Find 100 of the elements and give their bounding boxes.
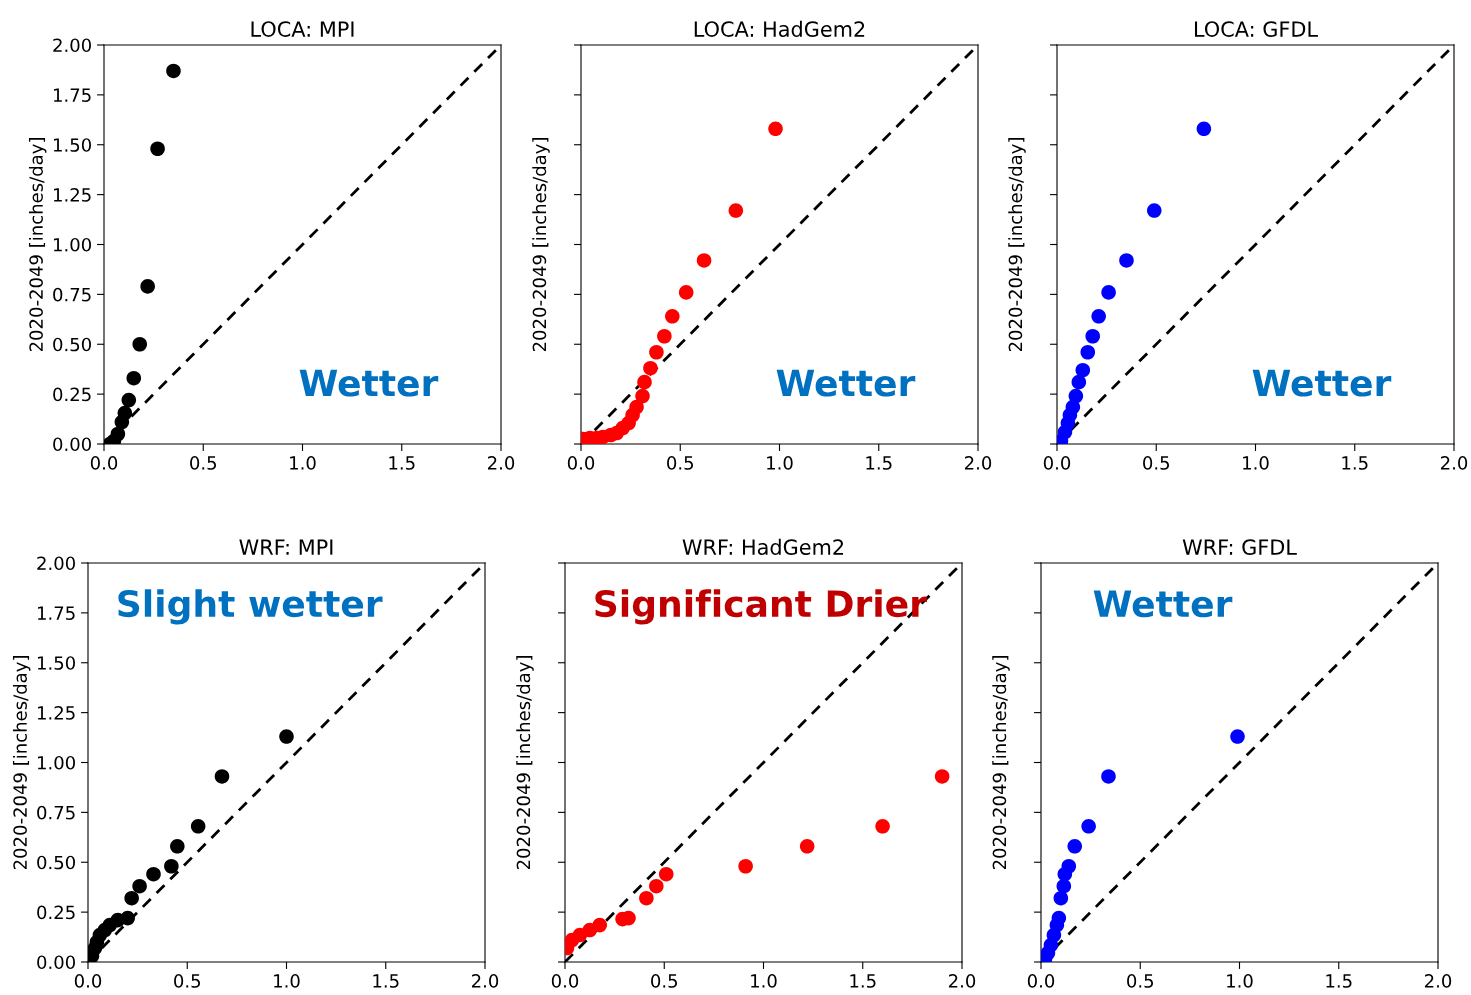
y-tick-label: 2.00 [53, 38, 91, 53]
point [1081, 819, 1096, 834]
point [657, 328, 672, 344]
y-tick-label: 0.25 [37, 905, 75, 920]
y-tick-label: 0.50 [53, 337, 91, 352]
chart-title: WRF: GFDL [1182, 539, 1297, 555]
y-tick-label: 0.50 [37, 855, 75, 870]
x-tick-label: 0.0 [551, 974, 579, 988]
annotation: Wetter [776, 369, 916, 397]
y-axis-title: 2020-2049 [inches/day] [1008, 138, 1026, 352]
x-tick-label: 0.5 [190, 456, 217, 470]
x-tick-label: 0.5 [174, 974, 201, 988]
y-tick-label: 1.00 [37, 755, 75, 770]
y-axis-title: 2020-2049 [inches/day] [28, 138, 47, 352]
point [124, 890, 139, 906]
x-tick-label: 1.5 [389, 456, 415, 470]
y-tick-label: 0.00 [37, 955, 75, 970]
point [1080, 344, 1096, 360]
chart-title: LOCA: HadGem2 [694, 20, 865, 37]
y-tick-label: 1.50 [53, 138, 91, 152]
annotation: Significant Drier [595, 589, 927, 625]
x-tick-label: 2.0 [948, 974, 976, 988]
y-tick-label: 0.75 [53, 287, 91, 302]
point [1067, 839, 1083, 854]
point [658, 866, 674, 882]
point [637, 374, 652, 390]
y-tick-label: 1.50 [37, 656, 75, 670]
point [696, 253, 712, 268]
x-tick-label: 0.0 [567, 456, 595, 470]
y-tick-label: 1.00 [53, 237, 91, 252]
point [114, 414, 130, 430]
point [1075, 362, 1091, 378]
x-tick-label: 0.5 [1127, 974, 1154, 988]
point [121, 392, 137, 408]
point [1101, 285, 1116, 300]
x-tick-label: 1.0 [1243, 456, 1269, 470]
x-tick-label: 1.5 [866, 456, 892, 470]
chart-title: WRF: HadGem2 [682, 538, 844, 555]
point [649, 878, 664, 894]
point [738, 858, 753, 874]
point [875, 819, 890, 834]
point [678, 285, 694, 300]
point [1196, 121, 1212, 137]
y-tick-label: 1.25 [37, 706, 75, 720]
x-tick-label: 2.0 [1440, 456, 1468, 470]
chart-title: LOCA: MPI [251, 21, 354, 37]
x-tick-label: 0.0 [1027, 974, 1055, 988]
x-tick-label: 2.0 [1424, 974, 1452, 988]
point [132, 336, 148, 352]
point [1119, 253, 1134, 268]
x-tick-label: 1.5 [1326, 974, 1352, 988]
x-tick-label: 0.0 [74, 974, 102, 988]
point [665, 309, 680, 324]
x-tick-label: 1.0 [290, 456, 316, 470]
x-tick-label: 0.0 [1043, 456, 1071, 470]
x-tick-label: 1.0 [767, 456, 793, 470]
x-tick-label: 1.5 [850, 974, 876, 988]
point [934, 769, 950, 784]
x-tick-label: 0.5 [1143, 456, 1170, 470]
y-tick-label: 2.00 [37, 556, 75, 571]
x-tick-label: 2.0 [487, 456, 515, 470]
point [635, 388, 650, 404]
x-tick-label: 0.5 [667, 456, 694, 470]
point [799, 839, 815, 854]
y-tick-label: 1.75 [53, 88, 91, 102]
x-tick-label: 1.0 [274, 974, 300, 988]
point [140, 279, 155, 294]
point [126, 370, 142, 386]
y-tick-label: 1.75 [37, 606, 75, 620]
y-tick-label: 1.25 [53, 188, 91, 202]
point [166, 63, 181, 79]
point [279, 729, 294, 744]
point [649, 344, 664, 360]
point [1101, 769, 1116, 784]
annotation: Wetter [299, 369, 439, 397]
point [643, 360, 658, 376]
point [1053, 890, 1069, 906]
annotation: Wetter [1093, 590, 1233, 618]
x-tick-label: 1.0 [751, 974, 777, 988]
point [190, 819, 206, 834]
chart-title: WRF: MPI [239, 539, 333, 555]
y-axis-title: 2020-2049 [inches/day] [516, 656, 534, 870]
point [639, 890, 654, 906]
point [728, 203, 744, 218]
point [1056, 878, 1072, 894]
point [1091, 309, 1106, 324]
y-tick-label: 0.00 [53, 437, 91, 452]
y-tick-label: 0.25 [53, 387, 91, 402]
annotation: Wetter [1252, 369, 1392, 397]
y-tick-label: 0.75 [37, 805, 75, 820]
point [146, 866, 161, 882]
x-tick-label: 0.0 [90, 456, 118, 470]
x-tick-label: 0.5 [651, 974, 678, 988]
point [150, 141, 165, 157]
y-axis-title: 2020-2049 [inches/day] [12, 656, 31, 870]
y-axis-title: 2020-2049 [inches/day] [992, 656, 1010, 870]
x-tick-label: 1.5 [373, 974, 399, 988]
point [1146, 203, 1162, 218]
x-tick-label: 2.0 [964, 456, 992, 470]
point [1085, 328, 1101, 344]
